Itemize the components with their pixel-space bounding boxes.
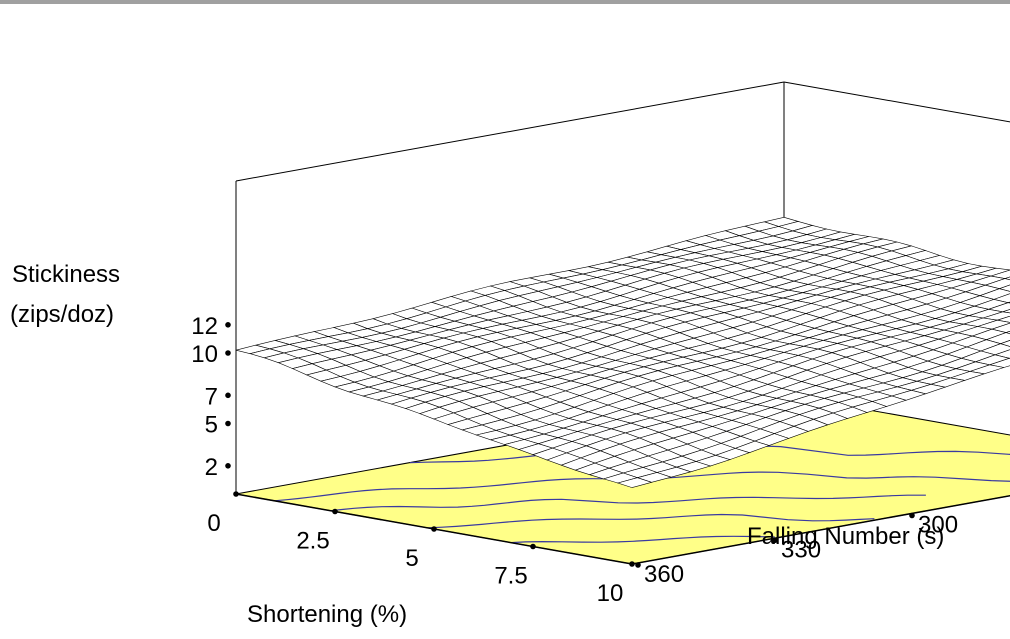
box-edge-top-right xyxy=(783,81,1010,123)
y-tick-mark xyxy=(909,512,915,519)
contour-line-4 xyxy=(510,535,775,544)
z-tick-label: 5 xyxy=(205,412,218,439)
top-border xyxy=(0,0,1010,4)
x-tick-label: 10 xyxy=(597,580,624,607)
surface-cell xyxy=(1003,276,1010,281)
z-tick-mark xyxy=(225,463,231,469)
contour-line-3 xyxy=(427,513,875,529)
y-tick-label: 360 xyxy=(644,561,684,588)
z-axis-label-line2: (zips/doz) xyxy=(10,301,114,328)
y-tick-mark xyxy=(772,537,778,544)
contour-line-2 xyxy=(330,494,926,512)
surface-cell xyxy=(1002,309,1010,314)
y-tick-label: 330 xyxy=(781,536,821,563)
surface-cell xyxy=(998,284,1010,292)
z-tick-label: 12 xyxy=(191,313,218,340)
box-edge-top-left xyxy=(235,81,785,182)
x-tick-mark xyxy=(530,543,536,550)
z-tick-label: 2 xyxy=(205,454,218,481)
z-tick-mark xyxy=(225,392,231,399)
y-axis-line xyxy=(631,494,1010,565)
x-tick-mark xyxy=(431,526,437,532)
x-tick-mark xyxy=(233,491,239,497)
x-axis-label: Shortening (%) xyxy=(247,601,407,628)
x-tick-label: 2.5 xyxy=(296,528,329,555)
x-tick-mark xyxy=(629,561,635,567)
surface-mesh xyxy=(235,216,1010,488)
surface-cell xyxy=(1005,330,1010,335)
surface-cell xyxy=(616,477,653,488)
z-tick-mark xyxy=(225,420,231,427)
x-tick-label: 5 xyxy=(405,545,418,572)
surface-cell xyxy=(997,315,1010,323)
x-tick-mark xyxy=(332,508,338,515)
z-tick-label: 7 xyxy=(205,383,218,410)
z-tick-mark xyxy=(225,322,231,328)
x-tick-label: 0 xyxy=(207,510,220,537)
y-tick-label: 300 xyxy=(918,512,958,539)
surface-cell xyxy=(999,340,1010,347)
y-axis-label: Falling Number (s) xyxy=(747,523,944,550)
x-tick-label: 7.5 xyxy=(494,563,527,590)
y-tick-mark xyxy=(635,562,641,568)
z-tick-mark xyxy=(225,350,231,356)
z-tick-label: 10 xyxy=(191,341,218,368)
z-axis-label-line1: Stickiness xyxy=(12,261,120,288)
